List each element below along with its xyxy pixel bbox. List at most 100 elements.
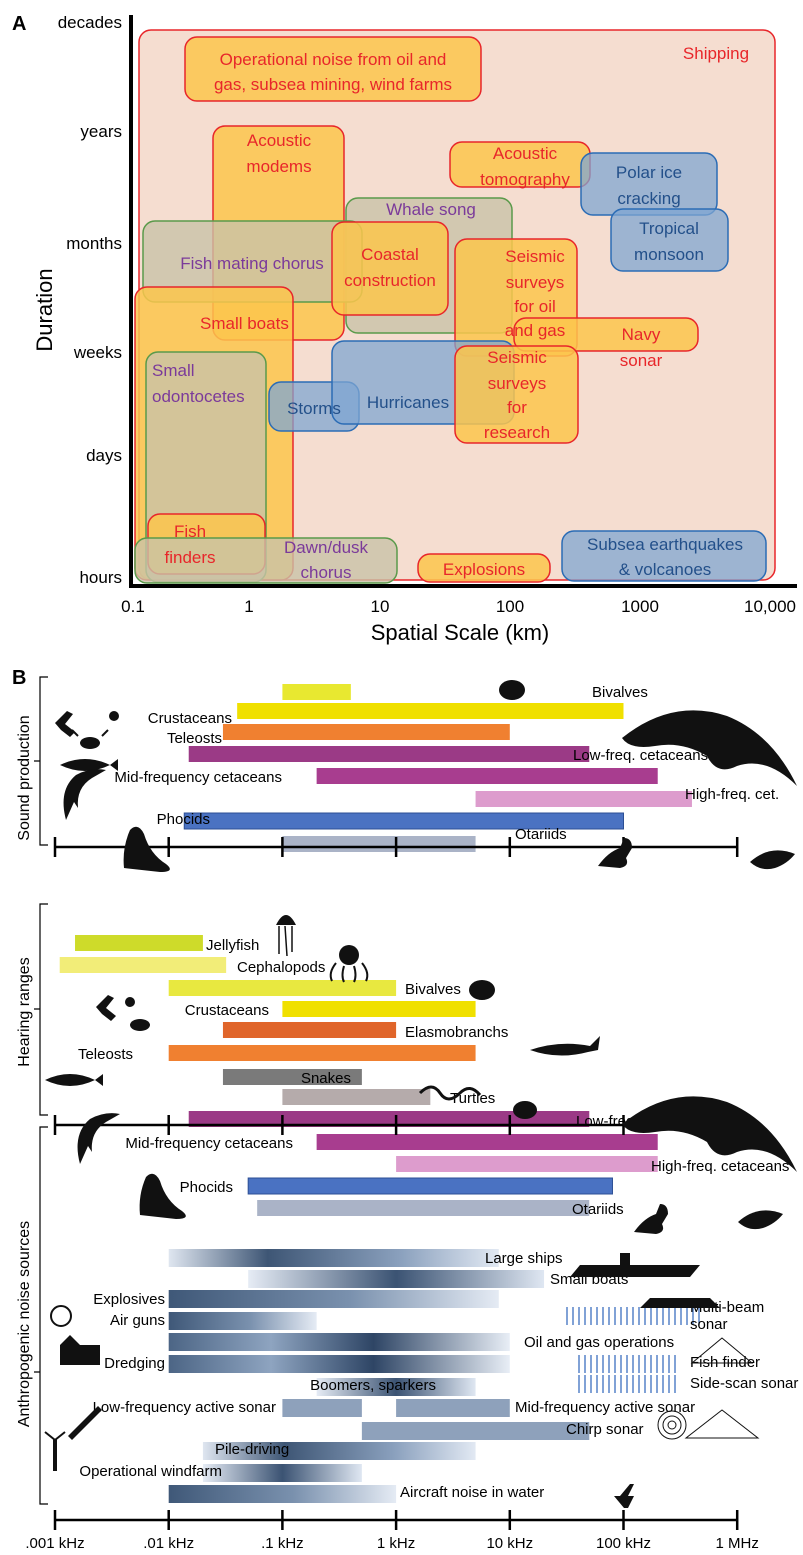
- range-bar: [222, 1022, 397, 1038]
- blue-whale-icon: [622, 710, 797, 786]
- region-label: Navy sonar: [620, 325, 663, 370]
- region-box: [561, 530, 767, 582]
- region-label: Dawn/dusk chorus: [284, 538, 369, 582]
- clam-icon-hearing: [469, 980, 495, 1000]
- freq-tick-label: 1 kHz: [377, 1535, 415, 1552]
- x-tick-label: 10,000: [744, 597, 796, 616]
- crab-icon-hearing: [130, 1019, 150, 1031]
- region-box: [610, 208, 729, 272]
- porpoise-icon-hearing: [738, 1210, 783, 1230]
- y-tick-label: years: [80, 122, 122, 141]
- range-bar: [168, 1249, 499, 1267]
- range-bar: [222, 1069, 362, 1085]
- dolphin-icon: [63, 769, 106, 820]
- sea-lion-icon: [598, 838, 632, 868]
- y-tick-label: days: [86, 446, 122, 465]
- range-bar: [248, 1270, 545, 1288]
- bar-label: Dredging: [104, 1355, 165, 1372]
- range-bar: [168, 1290, 499, 1308]
- freq-tick-label: .001 kHz: [25, 1535, 84, 1552]
- dolphin-icon-hearing: [77, 1113, 120, 1164]
- region-box: [184, 36, 482, 102]
- y-tick-label: decades: [58, 13, 122, 32]
- bar-label: Large ships: [485, 1250, 563, 1267]
- region-box: [513, 317, 699, 352]
- range-bar: [282, 1399, 362, 1417]
- animal-silhouettes: [44, 680, 797, 1508]
- panel-a-y-ticks: hours days weeks months years decades: [58, 13, 122, 587]
- bar-label: Snakes: [301, 1070, 351, 1087]
- range-bar: [316, 1378, 476, 1396]
- panel-a-x-ticks: 0.1 1 10 100 1000 10,000: [121, 597, 796, 616]
- range-bar: [183, 812, 625, 830]
- bar-label: Mid-frequency active sonar: [515, 1399, 695, 1416]
- region-label: Fish mating chorus: [180, 254, 324, 273]
- region: [454, 345, 579, 444]
- lobster-icon-hearing: [96, 995, 135, 1021]
- y-tick-label: weeks: [73, 343, 122, 362]
- bar-label: Otariids: [572, 1201, 624, 1218]
- region-label: Storms: [287, 399, 341, 418]
- region-label: Small odontocetes: [152, 361, 245, 406]
- fish-icon-hearing: [45, 1074, 103, 1086]
- range-bar: [188, 746, 590, 762]
- range-bar: [257, 1200, 590, 1216]
- bar-label: Elasmobranchs: [405, 1024, 508, 1041]
- region: [513, 317, 699, 352]
- region: [134, 537, 398, 584]
- fish-icon: [60, 759, 118, 771]
- panel-a-axes: [129, 15, 797, 588]
- range-bar: [59, 957, 227, 973]
- bar-label: Teleosts: [78, 1046, 133, 1063]
- panel-b-letter: B: [12, 667, 26, 689]
- ship-icon: [570, 1253, 700, 1277]
- bar-label: Phocids: [180, 1179, 233, 1196]
- region-label: Acoustic tomography: [480, 144, 570, 189]
- range-bar: [361, 1422, 590, 1440]
- bar-label: Low-frequency active sonar: [93, 1399, 276, 1416]
- range-bar: [282, 836, 476, 852]
- bar-label: Pile-driving: [215, 1441, 289, 1458]
- bar-label: Turtles: [450, 1090, 495, 1107]
- region-label: Shipping: [683, 44, 749, 63]
- region: [610, 208, 729, 272]
- region-label: Seismic surveys for research: [484, 348, 550, 442]
- range-bar: [75, 935, 203, 951]
- explosion-icon: [50, 1305, 72, 1327]
- bar-label: Explosives: [93, 1291, 165, 1308]
- region-label: Subsea earthquakes & volcanoes: [587, 535, 743, 579]
- range-bar: [564, 1307, 703, 1325]
- region-label: Whale song: [386, 200, 476, 219]
- region-box: [454, 345, 579, 444]
- y-tick-label: months: [66, 234, 122, 253]
- range-bar: [202, 1464, 362, 1482]
- bar-label: Phocids: [157, 811, 210, 828]
- region-label: Seismic surveys for oil and gas: [505, 247, 566, 340]
- crab-icon: [71, 729, 109, 749]
- bar-label: Crustaceans: [148, 710, 232, 727]
- region-box: [331, 221, 449, 316]
- lobster-icon: [55, 711, 119, 737]
- hammerhead-shark-icon: [530, 1036, 600, 1056]
- bar-label: High-freq. cetaceans: [651, 1158, 789, 1175]
- panel-b-bars: Bivalves Crustaceans Teleosts Low-freq. cet…: [59, 684, 798, 1503]
- bar-label: Boomers, sparkers: [310, 1377, 436, 1394]
- porpoise-icon: [750, 850, 795, 870]
- bar-label: Bivalves: [405, 981, 461, 998]
- range-bar: [168, 1355, 510, 1373]
- range-bar: [282, 1089, 431, 1105]
- panel-a-y-axis-label: Duration: [32, 268, 57, 351]
- x-tick-label: 10: [371, 597, 390, 616]
- wind-turbine-icon: [44, 1431, 66, 1471]
- bar-label: Mid-frequency cetaceans: [125, 1135, 293, 1152]
- freq-tick-label: 10 kHz: [486, 1535, 533, 1552]
- octopus-icon: [329, 945, 369, 983]
- range-bar: [168, 1045, 476, 1061]
- region: [561, 530, 767, 582]
- pile-driver-icon: [68, 1406, 102, 1440]
- region-box: [134, 537, 398, 584]
- range-bar: [188, 1111, 590, 1127]
- region-label: Acoustic modems: [246, 131, 311, 176]
- range-bar: [222, 724, 510, 740]
- sonar-beam-icon: [684, 1337, 760, 1439]
